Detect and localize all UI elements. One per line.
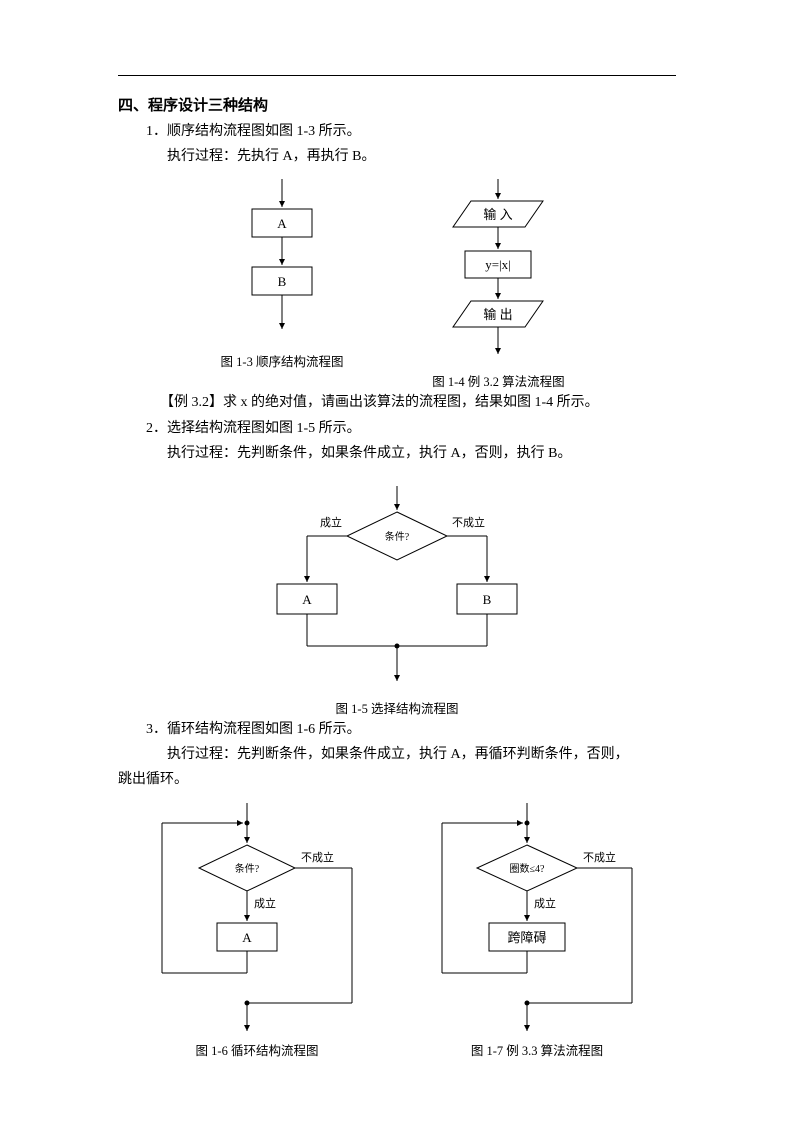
figure-row-1: A B 图 1-3 顺序结构流程图 — [118, 179, 676, 390]
sec1-line2: 执行过程：先执行 A，再执行 B。 — [118, 144, 676, 169]
sec3-line3: 跳出循环。 — [118, 767, 676, 792]
box-b-label: B — [278, 274, 287, 289]
document-page: 四、程序设计三种结构 1．顺序结构流程图如图 1-3 所示。 执行过程：先执行 … — [0, 0, 794, 1123]
figure-1-3: A B 图 1-3 顺序结构流程图 — [221, 179, 344, 390]
figure-1-5: 条件? 成立 不成立 A B — [227, 486, 567, 717]
cond-label: 条件? — [385, 530, 410, 543]
input-label: 输 入 — [484, 207, 513, 222]
fig13-caption: 图 1-3 顺序结构流程图 — [221, 351, 344, 370]
box-b-label: B — [483, 592, 492, 607]
sec2-line2: 执行过程：先判断条件，如果条件成立，执行 A，否则，执行 B。 — [118, 441, 676, 466]
box-a-label: A — [242, 930, 252, 945]
cond-label: 条件? — [235, 862, 260, 875]
figure-1-7: 圈数≤4? 不成立 成立 跨障碍 图 — [417, 803, 657, 1059]
sec1-line1: 1．顺序结构流程图如图 1-3 所示。 — [118, 119, 676, 144]
figure-row-3: 条件? 不成立 成立 A 图 1-6 — [118, 803, 676, 1059]
figure-1-6: 条件? 不成立 成立 A 图 1-6 — [137, 803, 377, 1059]
false-label: 不成立 — [452, 515, 485, 529]
sec3-line1: 3．循环结构流程图如图 1-6 所示。 — [118, 717, 676, 742]
top-rule — [118, 75, 676, 76]
flowchart-example33: 圈数≤4? 不成立 成立 跨障碍 — [417, 803, 657, 1038]
example-3-2: 【例 3.2】求 x 的绝对值，请画出该算法的流程图，结果如图 1-4 所示。 — [118, 390, 676, 415]
fig15-caption: 图 1-5 选择结构流程图 — [336, 698, 459, 717]
proc-label: y=|x| — [486, 257, 512, 272]
fig14-caption: 图 1-4 例 3.2 算法流程图 — [432, 371, 564, 390]
flowchart-sequence: A B — [222, 179, 342, 349]
fig17-caption: 图 1-7 例 3.3 算法流程图 — [471, 1040, 603, 1059]
true-label: 成立 — [320, 515, 342, 529]
sec3-line2: 执行过程：先判断条件，如果条件成立，执行 A，再循环判断条件，否则， — [118, 742, 676, 767]
sec2-line1: 2．选择结构流程图如图 1-5 所示。 — [118, 416, 676, 441]
false-label: 不成立 — [301, 850, 334, 864]
box-a-label: A — [277, 216, 287, 231]
box-a-label: 跨障碍 — [507, 930, 546, 945]
output-label: 输 出 — [484, 307, 513, 322]
flowchart-loop: 条件? 不成立 成立 A — [137, 803, 377, 1038]
true-label: 成立 — [254, 896, 276, 910]
true-label: 成立 — [534, 896, 556, 910]
figure-row-2: 条件? 成立 不成立 A B — [118, 486, 676, 717]
fig16-caption: 图 1-6 循环结构流程图 — [196, 1040, 319, 1059]
box-a-label: A — [302, 592, 312, 607]
false-label: 不成立 — [583, 850, 616, 864]
cond-label: 圈数≤4? — [510, 862, 545, 875]
section-heading: 四、程序设计三种结构 — [118, 94, 676, 115]
flowchart-example32: 输 入 y=|x| 输 出 — [423, 179, 573, 369]
flowchart-selection: 条件? 成立 不成立 A B — [227, 486, 567, 696]
figure-1-4: 输 入 y=|x| 输 出 图 1-4 例 3.2 算法流程图 — [423, 179, 573, 390]
